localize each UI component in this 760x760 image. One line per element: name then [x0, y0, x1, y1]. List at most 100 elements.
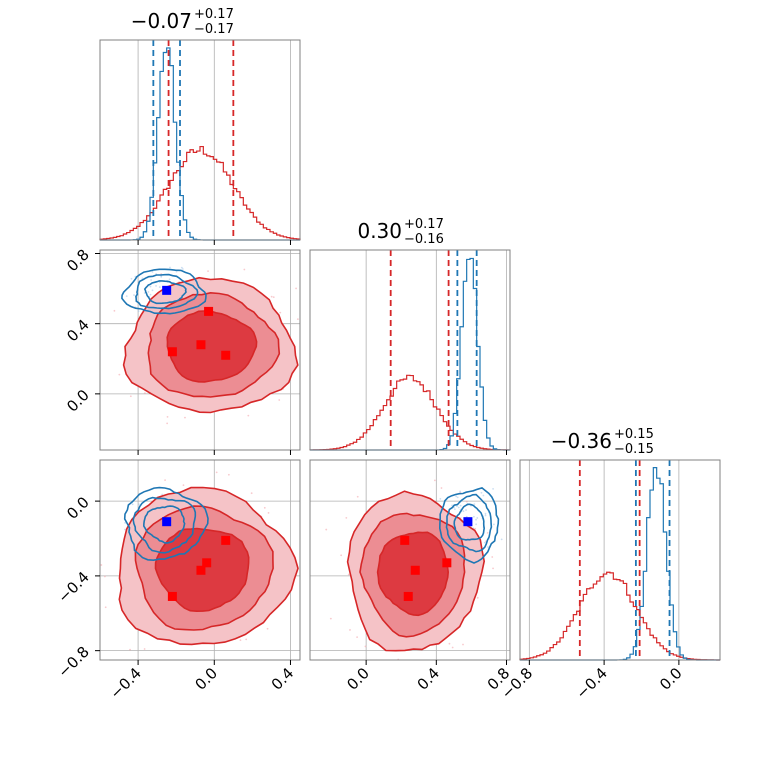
- blue-sample-point: [161, 493, 164, 496]
- red-histogram: [99, 145, 301, 240]
- blue-contour-level-2: [142, 505, 186, 544]
- red-histogram: [519, 571, 721, 661]
- red-sample-point: [166, 416, 169, 418]
- blue-contour-level-1: [445, 493, 493, 553]
- x-tick-label: 0.4: [268, 664, 298, 694]
- red-sample-point: [345, 516, 348, 519]
- red-marker: [167, 591, 177, 601]
- panel-frame: [99, 249, 301, 451]
- red-sample-point: [356, 495, 359, 498]
- red-sample-point: [164, 479, 166, 482]
- red-sample-point: [100, 564, 103, 566]
- red-contour-level-2: [166, 310, 258, 383]
- red-sample-point: [324, 412, 326, 414]
- red-sample-point: [278, 399, 281, 401]
- red-sample-point: [104, 606, 107, 609]
- blue-sample-point: [137, 310, 140, 313]
- red-sample-point: [143, 392, 146, 395]
- red-marker: [196, 340, 206, 350]
- param-title-1: 0.30 +0.17−0.16: [357, 217, 443, 247]
- contour-panel-0: 0.0 0.4 0.8: [63, 246, 326, 455]
- blue-contour-level-0: [123, 486, 209, 562]
- title-upper-error: +0.17: [404, 217, 444, 232]
- blue-sample-point: [456, 496, 459, 499]
- red-sample-point: [88, 338, 90, 340]
- red-sample-point: [465, 500, 468, 503]
- panel-frame: [309, 249, 511, 451]
- red-sample-point: [103, 667, 105, 669]
- blue-sample-point: [456, 505, 458, 508]
- red-sample-point: [474, 527, 477, 530]
- y-tick-label: 0.4: [63, 316, 93, 346]
- blue-sample-point: [484, 514, 487, 517]
- blue-sample-point: [476, 517, 479, 519]
- panel-frame: [99, 459, 301, 661]
- y-tick-label: −0.8: [54, 643, 92, 681]
- blue-contour-level-2: [143, 280, 187, 305]
- red-sample-point: [325, 528, 328, 531]
- blue-sample-point: [462, 510, 465, 513]
- blue-sample-point: [160, 276, 163, 278]
- titles: −0.07 +0.17−0.17 0.30 +0.17−0.16 −0.36 +0.15−…: [131, 7, 654, 457]
- red-sample-point: [177, 725, 179, 727]
- blue-sample-point: [147, 291, 150, 293]
- red-sample-point: [129, 395, 132, 398]
- blue-contour-level-0: [121, 268, 207, 315]
- red-sample-point: [476, 596, 479, 599]
- red-sample-point: [263, 506, 266, 509]
- red-marker: [221, 535, 231, 545]
- blue-sample-point: [492, 487, 494, 490]
- blue-sample-point: [493, 523, 495, 526]
- blue-sample-point: [180, 266, 183, 269]
- red-sample-point: [451, 646, 454, 649]
- red-sample-point: [266, 627, 269, 630]
- blue-sample-point: [487, 546, 489, 548]
- red-sample-point: [448, 642, 451, 645]
- blue-histogram: [100, 47, 300, 241]
- blue-sample-point: [439, 497, 442, 500]
- x-tick-label: 0.0: [343, 664, 373, 694]
- red-sample-point: [113, 309, 116, 312]
- blue-sample-point: [138, 503, 140, 506]
- red-sample-point: [104, 575, 106, 578]
- param-title-0: −0.07 +0.17−0.17: [131, 7, 234, 37]
- panel-frame: [309, 459, 511, 661]
- blue-histogram: [310, 257, 511, 451]
- blue-contour-level-2: [453, 503, 486, 541]
- title-value: −0.36: [551, 429, 612, 453]
- red-sample-point: [205, 663, 207, 665]
- red-sample-point: [267, 511, 270, 514]
- title-upper-error: +0.17: [194, 7, 234, 22]
- plot-area: [77, 460, 300, 727]
- blue-sample-point: [451, 504, 454, 507]
- blue-marker: [463, 517, 473, 527]
- red-sample-point: [182, 484, 185, 487]
- blue-sample-point: [459, 490, 462, 493]
- blue-sample-point: [455, 495, 458, 498]
- hist-panel-1: [309, 249, 511, 455]
- blue-sample-point: [155, 284, 157, 287]
- plot-area: [88, 250, 326, 450]
- red-sample-point: [329, 617, 332, 620]
- blue-sample-point: [133, 294, 135, 296]
- red-sample-point: [239, 639, 242, 642]
- blue-sample-point: [480, 491, 483, 494]
- blue-sample-point: [169, 266, 171, 269]
- red-sample-point: [270, 295, 273, 298]
- hist-panel-2: [519, 459, 721, 665]
- red-sample-point: [77, 528, 79, 530]
- red-sample-point: [250, 492, 253, 495]
- blue-sample-point: [149, 293, 152, 296]
- blue-sample-point: [141, 277, 144, 280]
- title-lower-error: −0.15: [614, 442, 654, 457]
- red-sample-point: [118, 373, 121, 376]
- red-sample-point: [272, 296, 275, 299]
- x-tick-label: 0.0: [192, 664, 222, 694]
- title-lower-error: −0.16: [404, 232, 444, 247]
- red-sample-point: [184, 416, 186, 419]
- red-sample-point: [245, 638, 248, 641]
- param-title-2: −0.36 +0.15−0.15: [551, 427, 654, 457]
- blue-sample-point: [125, 295, 128, 298]
- red-marker: [442, 558, 452, 568]
